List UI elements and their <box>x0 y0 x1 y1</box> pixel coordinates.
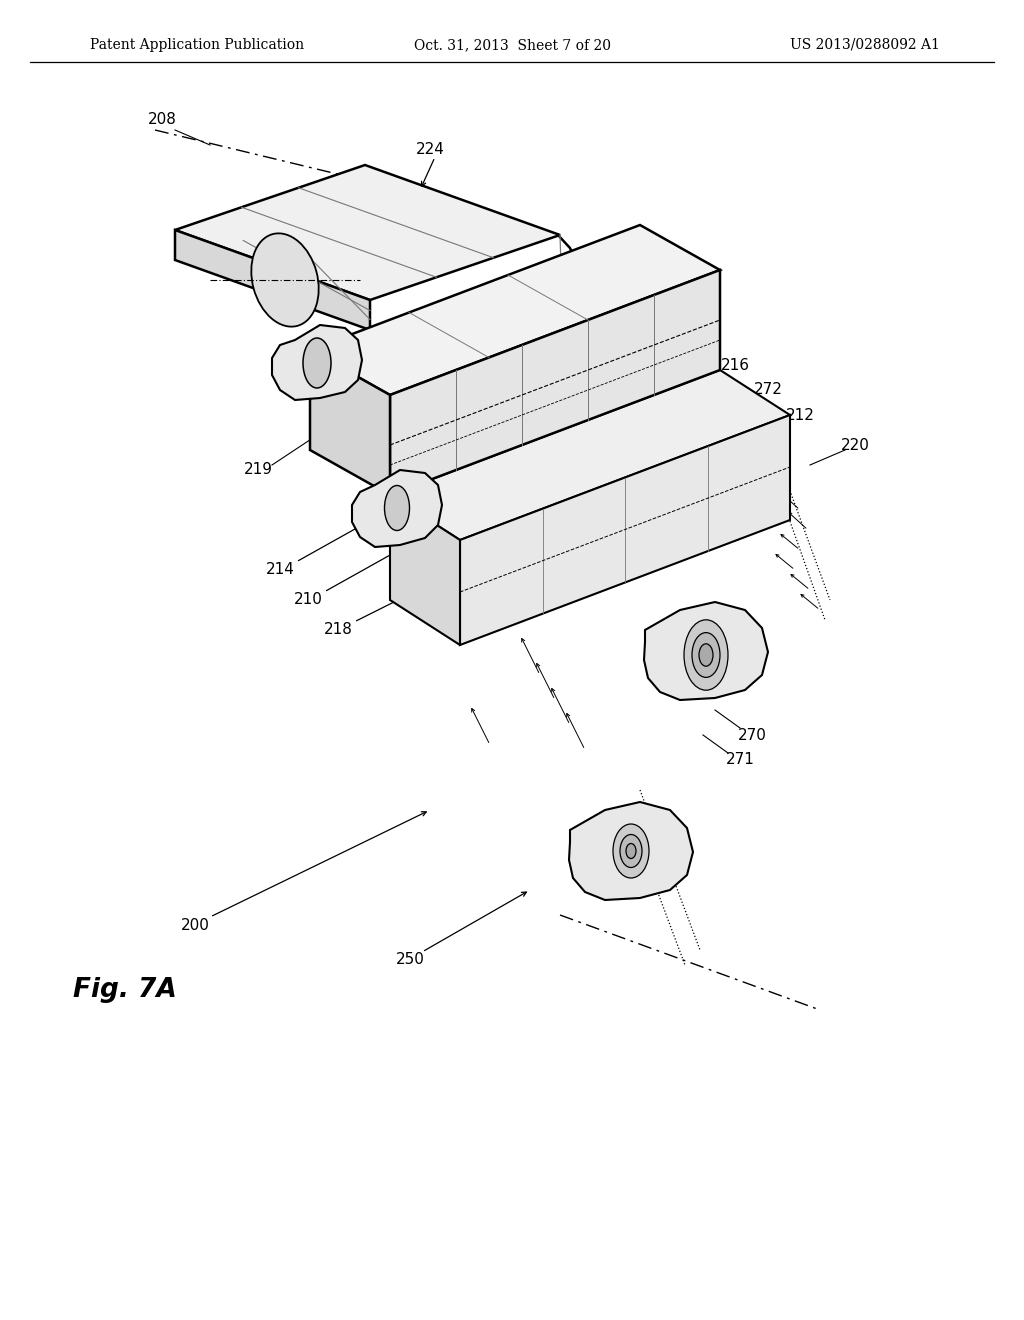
Text: 250: 250 <box>395 953 424 968</box>
Text: 218: 218 <box>324 623 352 638</box>
Text: 230: 230 <box>685 334 715 350</box>
Text: 273: 273 <box>631 313 659 327</box>
Polygon shape <box>390 271 720 495</box>
Text: 208: 208 <box>147 112 176 128</box>
Text: 214: 214 <box>265 562 295 578</box>
Text: 212: 212 <box>785 408 814 422</box>
Ellipse shape <box>620 834 642 867</box>
Text: Patent Application Publication: Patent Application Publication <box>90 38 304 51</box>
Text: US 2013/0288092 A1: US 2013/0288092 A1 <box>791 38 940 51</box>
Text: Fig. 7A: Fig. 7A <box>73 977 177 1003</box>
Text: 272: 272 <box>754 383 782 397</box>
Polygon shape <box>310 224 720 395</box>
Ellipse shape <box>684 620 728 690</box>
Text: 216: 216 <box>721 358 750 372</box>
Text: 219: 219 <box>244 462 272 478</box>
Ellipse shape <box>626 843 636 858</box>
Ellipse shape <box>699 644 713 667</box>
Text: Oct. 31, 2013  Sheet 7 of 20: Oct. 31, 2013 Sheet 7 of 20 <box>414 38 610 51</box>
Polygon shape <box>272 325 362 400</box>
Ellipse shape <box>251 234 318 326</box>
Text: 271: 271 <box>726 752 755 767</box>
Polygon shape <box>390 370 790 540</box>
Text: 224: 224 <box>416 143 444 157</box>
Text: 210: 210 <box>294 593 323 607</box>
Text: 200: 200 <box>180 917 210 932</box>
Polygon shape <box>352 470 442 546</box>
Text: 220: 220 <box>841 437 869 453</box>
Polygon shape <box>644 602 768 700</box>
Ellipse shape <box>384 486 410 531</box>
Polygon shape <box>390 495 460 645</box>
Ellipse shape <box>692 632 720 677</box>
Text: 232: 232 <box>596 293 625 308</box>
Text: 222: 222 <box>556 272 585 288</box>
Polygon shape <box>460 414 790 645</box>
Polygon shape <box>569 803 693 900</box>
Ellipse shape <box>613 824 649 878</box>
Ellipse shape <box>303 338 331 388</box>
Text: 270: 270 <box>737 727 766 742</box>
Polygon shape <box>175 230 370 330</box>
Polygon shape <box>175 165 560 300</box>
Polygon shape <box>310 350 390 495</box>
